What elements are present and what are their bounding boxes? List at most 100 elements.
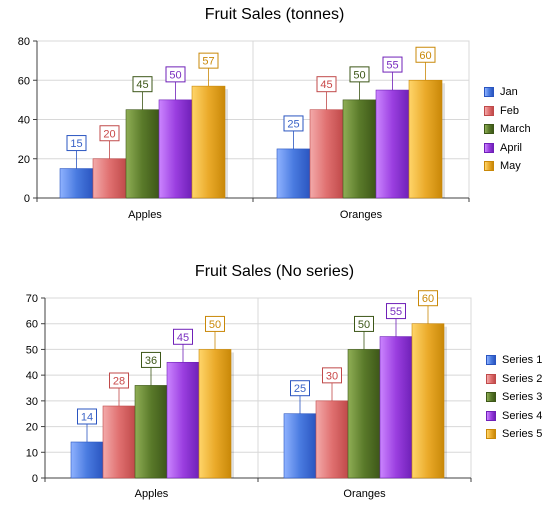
legend-item: Series 4: [486, 407, 542, 426]
y-tick-label: 40: [26, 370, 38, 382]
data-label: 55: [390, 306, 402, 318]
y-tick-label: 20: [26, 422, 38, 434]
y-tick-label: 30: [26, 396, 38, 408]
data-label-box: [132, 76, 153, 93]
bar: [347, 349, 381, 479]
bar: [70, 441, 104, 479]
data-label: 60: [419, 50, 431, 62]
x-tick-label: Apples: [128, 209, 162, 221]
data-label-box: [141, 351, 161, 368]
legend-label: April: [500, 141, 523, 154]
data-label: 50: [358, 319, 370, 331]
data-label: 14: [81, 412, 93, 424]
legend-label: Series 5: [502, 428, 543, 441]
data-label: 45: [136, 79, 148, 91]
chart-2-title: Fruit Sales (No series): [194, 263, 355, 280]
chart-1-legend: Jan Feb March April May: [484, 83, 531, 176]
y-tick-label: 40: [18, 115, 30, 127]
bar: [102, 405, 136, 479]
legend-swatch: [486, 392, 496, 403]
y-tick-label: 0: [32, 473, 38, 485]
data-label-box: [386, 303, 406, 320]
legend-swatch: [486, 410, 496, 421]
bar: [315, 400, 349, 479]
chart-2: 0 10 20 30 40 50 60 70 Apples Oranges 14 28 36 45 50 25…: [26, 290, 472, 500]
data-label: 20: [103, 128, 115, 140]
bar: [379, 336, 413, 479]
legend-swatch: [486, 373, 496, 384]
bar: [158, 99, 193, 199]
bar: [283, 413, 317, 479]
bar: [276, 148, 311, 199]
data-label-box: [205, 315, 225, 332]
data-label: 50: [353, 69, 365, 81]
data-label: 36: [145, 355, 157, 367]
x-tick-label: Oranges: [340, 209, 383, 221]
data-label-box: [165, 66, 186, 83]
data-label: 25: [294, 383, 306, 395]
x-tick-label: Apples: [135, 488, 169, 500]
bar: [375, 89, 410, 199]
data-label: 57: [202, 56, 214, 68]
y-tick-label: 70: [26, 293, 38, 305]
data-label-box: [418, 290, 438, 307]
legend-item: Series 5: [486, 425, 542, 444]
legend-swatch: [486, 355, 496, 366]
legend-item: March: [484, 120, 531, 139]
bar: [309, 109, 344, 199]
data-label-box: [173, 328, 193, 345]
data-label-box: [77, 408, 97, 425]
legend-item: Series 2: [486, 370, 542, 389]
data-label-box: [354, 315, 374, 332]
legend-label: Series 3: [502, 391, 543, 404]
data-label-box: [109, 372, 129, 389]
data-label: 50: [169, 69, 181, 81]
legend-item: Series 1: [486, 351, 542, 370]
legend-swatch: [484, 87, 494, 98]
bar: [408, 79, 443, 199]
legend-swatch: [484, 161, 494, 172]
chart-1: 0 20 40 60 80 Apples Oranges 15 20 45 50 57 25 45 50 55…: [18, 36, 470, 221]
y-tick-label: 60: [18, 75, 30, 87]
y-tick-label: 0: [24, 193, 30, 205]
bar: [134, 385, 168, 479]
bar: [198, 349, 232, 479]
legend-swatch: [484, 105, 494, 116]
legend-label: Series 4: [502, 409, 543, 422]
data-label-box: [415, 46, 436, 63]
bar: [59, 168, 94, 199]
legend-label: Series 2: [502, 372, 543, 385]
data-label-box: [198, 52, 219, 69]
chart-1-title: Fruit Sales (tonnes): [204, 6, 345, 23]
data-label-box: [99, 125, 120, 142]
legend-item: Jan: [484, 83, 531, 102]
data-label-box: [382, 56, 403, 73]
data-label: 60: [422, 293, 434, 305]
y-tick-label: 60: [26, 319, 38, 331]
legend-swatch: [486, 429, 496, 440]
chart-2-legend: Series 1 Series 2 Series 3 Series 4 Series 5: [486, 351, 542, 444]
data-label: 30: [326, 370, 338, 382]
legend-label: May: [500, 160, 521, 173]
legend-item: May: [484, 157, 531, 176]
data-label-box: [316, 76, 337, 93]
data-label-box: [290, 380, 310, 397]
bar: [166, 361, 200, 479]
data-label-box: [66, 135, 87, 152]
data-label: 25: [287, 118, 299, 130]
data-label: 45: [320, 79, 332, 91]
y-tick-label: 10: [26, 447, 38, 459]
bar: [342, 99, 377, 199]
data-label-box: [349, 66, 370, 83]
data-label: 28: [113, 376, 125, 388]
legend-label: Jan: [500, 86, 518, 99]
bar: [191, 85, 226, 199]
y-tick-label: 20: [18, 154, 30, 166]
legend-label: Series 1: [502, 354, 543, 367]
data-label-box: [283, 115, 304, 132]
legend-swatch: [484, 124, 494, 135]
data-label: 50: [209, 319, 221, 331]
data-label-box: [322, 367, 342, 384]
bar: [92, 158, 127, 199]
